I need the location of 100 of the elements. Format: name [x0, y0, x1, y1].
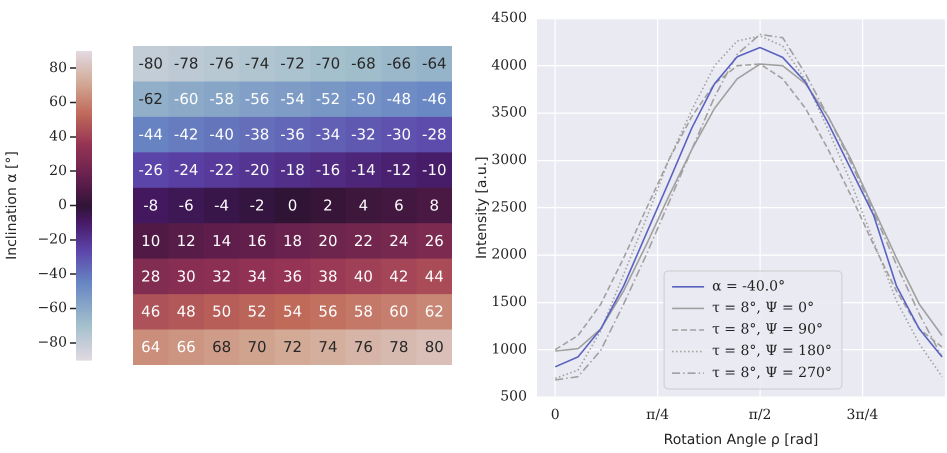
x-tick-label: π/4: [646, 407, 670, 424]
data-label: -68: [351, 54, 376, 73]
data-label: -76: [209, 54, 234, 73]
data-label: -10: [422, 160, 447, 179]
color-bar-title: Inclination α [°]: [4, 151, 20, 260]
y-tick-label: 4000: [491, 57, 527, 74]
data-label: 22: [354, 232, 373, 250]
data-label: 80: [424, 338, 444, 356]
y-tick-label: 3000: [491, 152, 527, 168]
data-label: 52: [248, 302, 267, 321]
legend-label: α = -40.0°: [712, 278, 786, 294]
data-label: -4: [214, 196, 230, 214]
data-label: 12: [176, 232, 196, 250]
data-label: 68: [212, 338, 232, 356]
data-label: 66: [176, 338, 196, 356]
data-label: -72: [280, 54, 305, 73]
data-label: -26: [138, 160, 163, 179]
data-label: -22: [209, 160, 234, 179]
y-tick-label: 4500: [491, 10, 527, 26]
color-bar-label: −60: [37, 300, 67, 316]
color-bar-label: 80: [49, 60, 67, 76]
data-label: 18: [282, 232, 302, 250]
data-label: 60: [389, 302, 408, 321]
color-bar-label: 60: [49, 94, 67, 110]
data-label: -62: [138, 90, 163, 108]
data-label: -78: [174, 54, 198, 73]
data-label: -64: [422, 54, 447, 73]
data-label: 40: [354, 267, 373, 286]
data-label: -28: [422, 126, 447, 144]
data-label: 2: [323, 196, 333, 214]
legend-label: τ = 8°, Ψ = 180°: [712, 343, 832, 360]
data-label: 44: [424, 267, 444, 286]
data-label: -14: [351, 160, 376, 179]
x-axis-title: Rotation Angle ρ [rad]: [664, 432, 818, 448]
data-label: 58: [354, 302, 373, 321]
data-label: 54: [282, 302, 302, 321]
data-label: 34: [248, 267, 267, 286]
y-tick-label: 2000: [491, 246, 527, 263]
x-tick-label: π/2: [748, 407, 772, 424]
y-axis-title: Intensity [a.u.]: [474, 156, 490, 260]
color-bar-label: 0: [58, 197, 67, 214]
data-label: -24: [174, 160, 198, 179]
data-label: -48: [386, 90, 412, 108]
data-label: 4: [358, 196, 368, 214]
data-label: -38: [244, 126, 270, 144]
data-label: -20: [244, 160, 270, 179]
data-label: -54: [280, 90, 305, 108]
data-label: 10: [141, 232, 160, 250]
data-label: -6: [178, 196, 194, 214]
data-label: -8: [143, 196, 158, 214]
data-label: -36: [280, 126, 305, 144]
data-label: 36: [282, 267, 302, 286]
color-bar-label: 20: [49, 162, 67, 179]
data-label: 32: [212, 267, 232, 286]
data-label: -80: [138, 54, 163, 73]
data-label: 38: [318, 267, 338, 286]
legend-label: τ = 8°, Ψ = 90°: [712, 322, 823, 338]
data-label: -32: [351, 126, 376, 144]
y-tick-label: 2500: [491, 199, 527, 216]
legend-label: τ = 8°, Ψ = 270°: [712, 364, 832, 381]
data-label: 24: [389, 232, 408, 250]
color-bar-label: 40: [49, 128, 67, 144]
data-label: 74: [318, 338, 338, 356]
data-label: -30: [386, 126, 412, 144]
data-label: -60: [174, 90, 198, 108]
color-bar-label: −80: [37, 334, 67, 350]
y-tick-label: 1000: [491, 341, 527, 358]
x-tick-label: 0: [550, 407, 560, 424]
data-label: 72: [282, 338, 302, 356]
data-label: 42: [389, 267, 408, 286]
color-bar-label: −20: [37, 231, 67, 248]
y-tick-label: 1500: [491, 294, 527, 310]
data-label: -12: [386, 160, 412, 179]
data-label: -40: [209, 126, 234, 144]
data-label: -46: [422, 90, 447, 108]
data-label: 76: [354, 338, 373, 356]
data-label: 28: [141, 267, 160, 286]
data-label: 8: [430, 196, 440, 214]
data-label: -34: [316, 126, 340, 144]
data-label: -52: [316, 90, 340, 108]
data-label: 30: [176, 267, 196, 286]
data-label: 14: [212, 232, 232, 250]
data-label: 50: [212, 302, 232, 321]
color-bar-label: −40: [37, 266, 67, 282]
data-label: -18: [280, 160, 305, 179]
data-label: 0: [288, 196, 298, 214]
data-label: -44: [138, 126, 163, 144]
data-label: -2: [250, 196, 265, 214]
data-label: 70: [248, 338, 267, 356]
data-label: 48: [176, 302, 196, 321]
data-label: -50: [351, 90, 376, 108]
legend-label: τ = 8°, Ψ = 0°: [712, 300, 814, 316]
data-label: 78: [389, 338, 408, 356]
data-label: 64: [141, 338, 160, 356]
data-label: -74: [244, 54, 270, 73]
x-tick-label: 3π/4: [846, 407, 878, 424]
data-label: -70: [316, 54, 340, 73]
y-tick-label: 500: [500, 388, 527, 405]
data-label: 16: [248, 232, 267, 250]
data-label: -42: [174, 126, 198, 144]
